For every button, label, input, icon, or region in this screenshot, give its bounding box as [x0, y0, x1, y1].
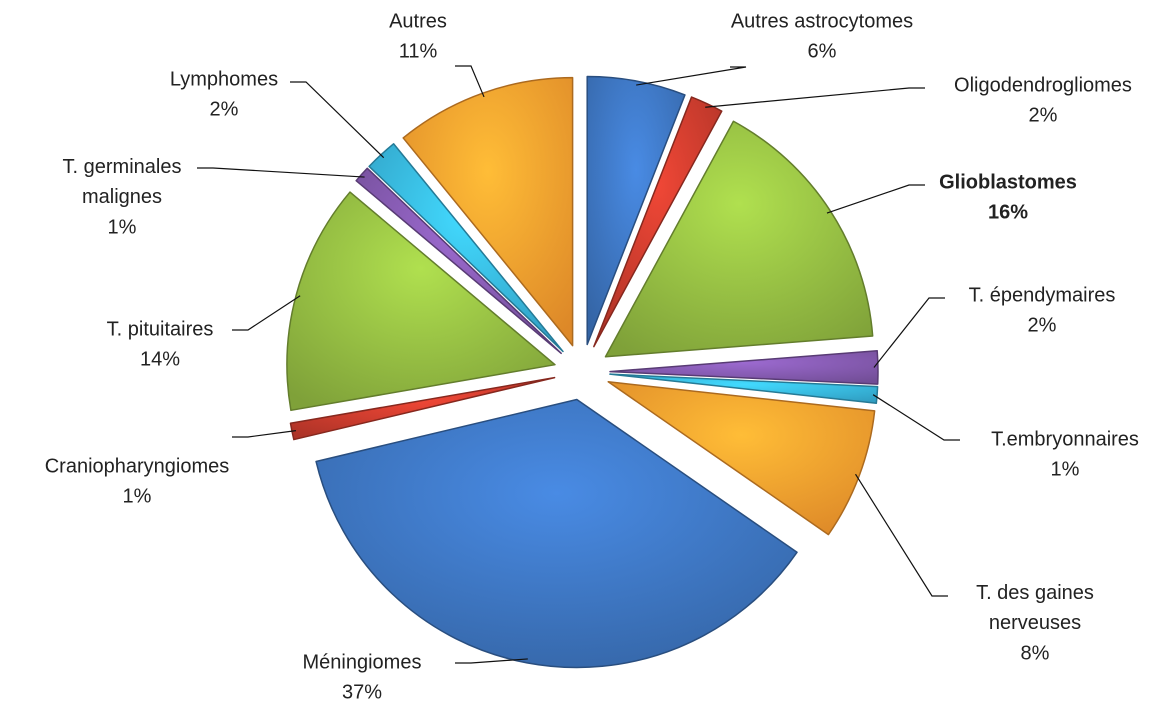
- value-label: 2%: [210, 98, 239, 120]
- category-label: Autres astrocytomes: [731, 10, 913, 32]
- category-label: Oligodendrogliomes: [954, 74, 1132, 96]
- value-label: 1%: [108, 216, 137, 238]
- category-label: T. épendymaires: [969, 284, 1116, 306]
- pie-slice: [315, 398, 798, 669]
- label-line: T. des gaines: [976, 582, 1094, 604]
- leader-line: [826, 184, 925, 214]
- category-label: Glioblastomes: [939, 171, 1077, 193]
- leader-line: [232, 295, 301, 331]
- category-label: T. des gaines nerveuses: [976, 582, 1094, 634]
- pie-slice: [609, 349, 879, 385]
- leader-line: [636, 66, 747, 86]
- leader-line: [290, 81, 385, 159]
- pie-slice: [593, 96, 723, 348]
- category-label: Lymphomes: [170, 68, 278, 90]
- value-label: 37%: [342, 681, 382, 703]
- category-label: T.embryonnaires: [991, 428, 1139, 450]
- leader-line: [873, 297, 945, 368]
- category-label: T. pituitaires: [107, 318, 214, 340]
- pie-slice: [286, 191, 556, 412]
- pie-slice: [586, 75, 686, 346]
- value-label: 1%: [1051, 458, 1080, 480]
- label-line: malignes: [82, 186, 162, 208]
- leader-line: [872, 394, 960, 441]
- category-label: Craniopharyngiomes: [45, 455, 230, 477]
- value-label: 14%: [140, 348, 180, 370]
- pie-slice: [604, 120, 874, 358]
- value-label: 2%: [1029, 104, 1058, 126]
- category-label: Méningiomes: [303, 651, 422, 673]
- leader-line: [455, 658, 528, 664]
- pie-slice: [607, 381, 876, 536]
- value-label: 2%: [1028, 314, 1057, 336]
- leader-line: [855, 473, 948, 597]
- pie-slice: [609, 373, 879, 405]
- leader-line: [197, 167, 365, 178]
- value-label: 11%: [399, 40, 438, 62]
- pie-slice: [355, 167, 562, 355]
- value-label: 16%: [988, 201, 1028, 223]
- category-label: Autres: [389, 10, 447, 32]
- value-label: 6%: [808, 40, 837, 62]
- label-line: nerveuses: [989, 612, 1081, 634]
- label-line: T. germinales: [63, 156, 182, 178]
- category-label: T. germinales malignes: [63, 156, 182, 208]
- leader-line: [232, 430, 297, 438]
- value-label: 8%: [1021, 642, 1050, 664]
- leader-line: [455, 65, 485, 98]
- leader-line: [705, 87, 925, 108]
- value-label: 1%: [123, 485, 152, 507]
